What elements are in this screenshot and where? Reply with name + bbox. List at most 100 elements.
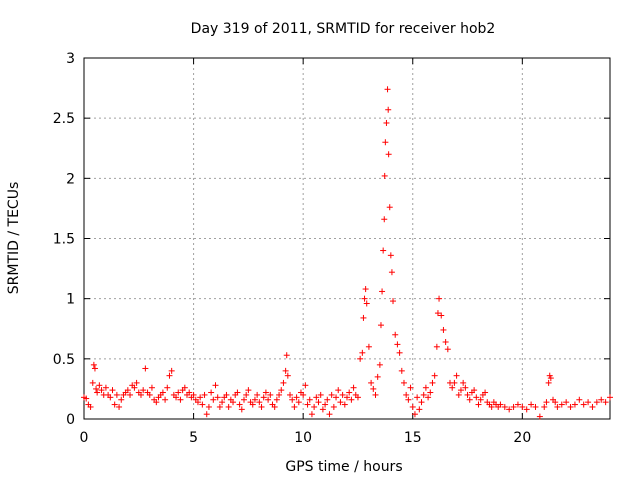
data-point [477, 396, 484, 403]
data-point [431, 372, 438, 379]
data-point [370, 385, 377, 392]
data-point [260, 394, 267, 401]
data-point [278, 387, 285, 394]
data-point [205, 403, 212, 410]
data-point [140, 387, 147, 394]
data-point [449, 384, 456, 391]
data-point [506, 406, 513, 413]
data-point [386, 204, 393, 211]
y-tick-label: 0 [66, 412, 75, 428]
data-point [528, 401, 535, 408]
data-point [488, 403, 495, 410]
data-point [545, 379, 552, 386]
data-point [295, 399, 302, 406]
data-point [111, 401, 118, 408]
data-point [471, 387, 478, 394]
data-point [543, 399, 550, 406]
data-point [335, 387, 342, 394]
data-point [96, 382, 103, 389]
data-point [379, 288, 386, 295]
y-tick-label: 2 [66, 171, 75, 187]
x-tick-label: 10 [294, 430, 312, 446]
data-point [434, 310, 441, 317]
data-point [462, 384, 469, 391]
data-point [374, 373, 381, 380]
data-point [536, 413, 543, 420]
data-point [429, 379, 436, 386]
data-point [330, 403, 337, 410]
data-point [541, 403, 548, 410]
data-point [131, 384, 138, 391]
data-point [482, 389, 489, 396]
data-point [203, 411, 210, 418]
data-point [607, 394, 613, 401]
data-point [383, 119, 390, 126]
data-point [453, 372, 460, 379]
data-point [240, 396, 247, 403]
data-point [107, 394, 114, 401]
data-point [197, 394, 204, 401]
data-markers [81, 86, 613, 420]
y-tick-label: 3 [66, 51, 75, 67]
data-point [396, 349, 403, 356]
data-point [223, 391, 230, 398]
data-point [357, 355, 364, 362]
data-point [514, 401, 521, 408]
data-point [219, 399, 226, 406]
data-point [190, 391, 197, 398]
data-point [328, 391, 335, 398]
data-point [341, 401, 348, 408]
data-point [346, 389, 353, 396]
data-point [422, 384, 429, 391]
y-axis-label: SRMTID / TECUs [6, 182, 22, 295]
data-point [94, 389, 101, 396]
data-point [457, 387, 464, 394]
y-tick-label: 1 [66, 292, 75, 308]
data-point [142, 365, 149, 372]
data-point [83, 395, 90, 402]
data-point [214, 394, 221, 401]
data-point [238, 406, 245, 413]
data-point [361, 295, 368, 302]
data-point [212, 382, 219, 389]
data-point [300, 391, 307, 398]
data-point [153, 399, 160, 406]
data-point [333, 394, 340, 401]
data-point [558, 401, 565, 408]
data-point [567, 403, 574, 410]
data-point [380, 247, 387, 254]
data-point [93, 385, 100, 392]
data-point [291, 403, 298, 410]
data-point [116, 403, 123, 410]
data-point [243, 391, 250, 398]
plot-frame [83, 57, 611, 420]
data-point [381, 216, 388, 223]
data-point [563, 399, 570, 406]
data-point [442, 338, 449, 345]
data-point [89, 379, 96, 386]
data-point [547, 375, 554, 382]
y-tick-label: 1.5 [53, 232, 75, 248]
data-point [273, 396, 280, 403]
data-point [175, 389, 182, 396]
data-point [460, 379, 467, 386]
data-point [322, 401, 329, 408]
data-point [280, 379, 287, 386]
data-point [372, 391, 379, 398]
data-point [387, 252, 394, 259]
data-point [177, 396, 184, 403]
data-point [519, 403, 526, 410]
data-point [385, 106, 392, 113]
data-point [418, 399, 425, 406]
axis-ticks [83, 57, 610, 420]
x-tick-label: 5 [189, 430, 198, 446]
data-point [381, 172, 388, 179]
data-point [497, 401, 504, 408]
data-point [199, 401, 206, 408]
data-point [385, 151, 392, 158]
data-point [113, 391, 120, 398]
data-point [398, 367, 405, 374]
x-tick-label: 20 [513, 430, 531, 446]
chart-title: Day 319 of 2011, SRMTID for receiver hob… [191, 21, 496, 37]
data-point [194, 399, 201, 406]
